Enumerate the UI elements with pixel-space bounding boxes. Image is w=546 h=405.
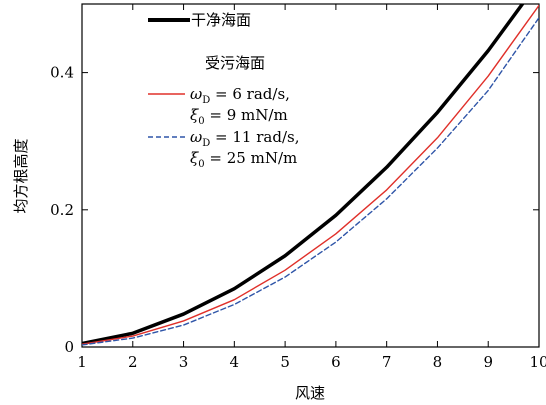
xi-subscript: 0 [198,116,204,127]
series-line-2 [82,17,539,346]
legend-label-red-line1: ωD = 6 rad/s, [190,85,290,106]
x-tick-label: 9 [483,353,493,371]
xi-symbol: ξ [190,149,199,167]
xi-subscript: 0 [198,159,204,170]
xi-symbol: ξ [190,106,199,124]
y-tick-label: 0.4 [50,64,74,82]
omega-subscript: D [202,95,210,106]
blue-xi-value: = 25 mN/m [205,149,298,167]
red-omega-value: = 6 rad/s, [210,85,290,103]
series-line-1 [82,4,539,345]
x-tick-label: 1 [77,353,87,371]
omega-subscript: D [202,138,210,149]
legend: 干净海面 受污海面 ωD = 6 rad/s, ξ0 = 9 mN/m ωD =… [148,11,299,170]
x-tick-label: 8 [433,353,443,371]
x-tick-label: 10 [529,353,546,371]
x-tick-label: 7 [382,353,392,371]
x-tick-label: 5 [280,353,290,371]
y-tick-label: 0.2 [50,201,74,219]
legend-header-polluted: 受污海面 [205,54,265,72]
legend-label-blue-line1: ωD = 11 rad/s, [190,128,299,149]
plot-frame [81,3,540,348]
y-tick-label: 0 [64,338,74,356]
legend-label-red-line2: ξ0 = 9 mN/m [190,106,288,127]
legend-label-clean: 干净海面 [191,11,251,29]
x-axis-ticks: 1 2 3 4 5 6 7 8 9 10 [77,4,546,371]
series-line-0 [82,4,525,346]
omega-symbol: ω [190,85,202,103]
y-axis-label: 均方根高度 [12,138,30,213]
x-tick-label: 3 [179,353,189,371]
x-axis-label: 风速 [295,384,325,402]
series-layer [82,4,539,346]
omega-symbol: ω [190,128,202,146]
x-tick-label: 6 [331,353,341,371]
x-tick-label: 2 [128,353,138,371]
red-xi-value: = 9 mN/m [205,106,288,124]
legend-label-blue-line2: ξ0 = 25 mN/m [190,149,297,170]
blue-omega-value: = 11 rad/s, [210,128,299,146]
x-tick-label: 4 [230,353,240,371]
y-axis-ticks: 0 0.2 0.4 [50,64,539,356]
